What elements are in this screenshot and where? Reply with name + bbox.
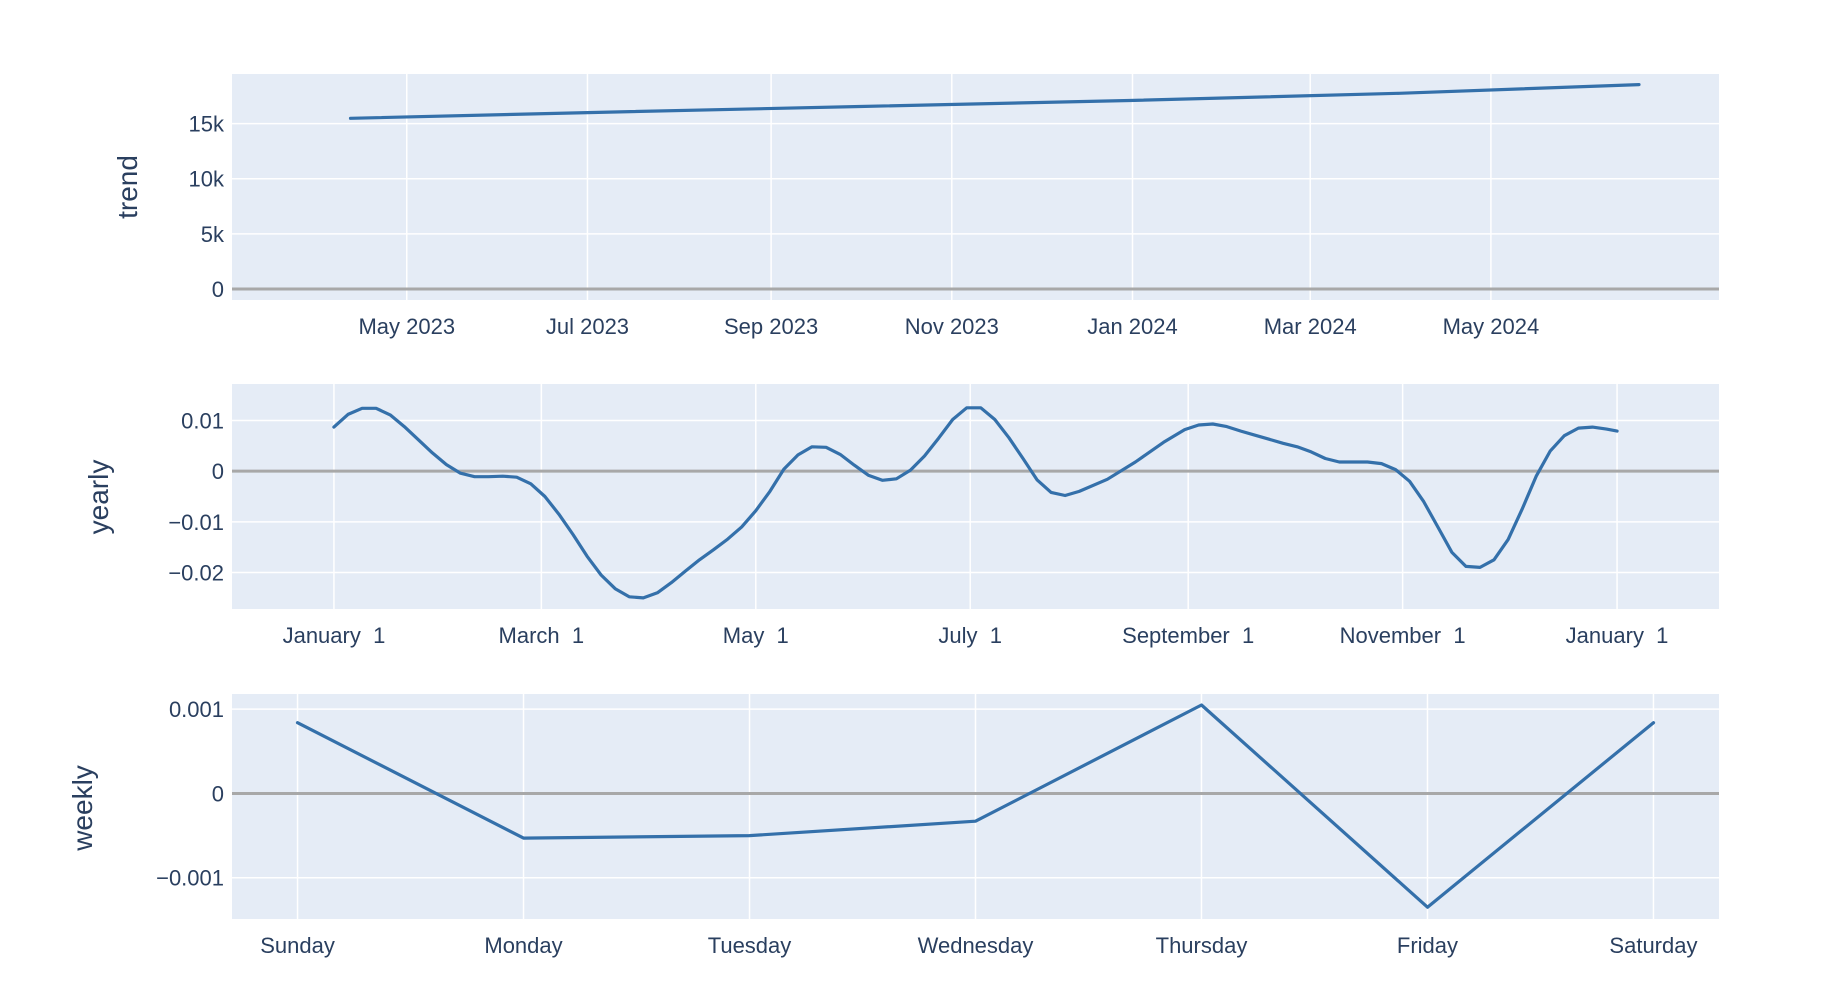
trend-ytick-label: 10k (189, 167, 225, 192)
yearly-xtick-label: November 1 (1340, 623, 1466, 648)
yearly-axis-title: yearly (83, 460, 114, 535)
trend-ytick-label: 0 (212, 277, 224, 302)
yearly-subplot: January 1 March 1 May 1 July 1 September 1 No… (83, 384, 1719, 648)
trend-ytick-label: 5k (201, 222, 225, 247)
weekly-axis-title: weekly (67, 765, 98, 852)
weekly-xtick-label: Wednesday (918, 933, 1034, 958)
yearly-plot-area (232, 384, 1719, 609)
trend-xtick-label: Jan 2024 (1087, 314, 1178, 339)
weekly-xtick-label: Sunday (260, 933, 335, 958)
weekly-series-line (295, 703, 1656, 909)
weekly-xtick-label: Saturday (1609, 933, 1697, 958)
weekly-xtick-label: Friday (1397, 933, 1458, 958)
trend-ytick-label: 15k (189, 112, 225, 137)
weekly-xtick-label: Monday (484, 933, 562, 958)
yearly-ytick-label: −0.01 (168, 510, 224, 535)
trend-xtick-label: Nov 2023 (905, 314, 999, 339)
trend-xtick-label: May 2023 (358, 314, 455, 339)
weekly-ytick-label: 0 (212, 781, 224, 806)
yearly-xtick-label: July 1 (938, 623, 1002, 648)
trend-axis-title: trend (112, 155, 143, 219)
yearly-xtick-label: January 1 (1566, 623, 1669, 648)
weekly-xtick-label: Thursday (1156, 933, 1248, 958)
yearly-ytick-label: 0 (212, 459, 224, 484)
trend-plot-area (232, 74, 1719, 300)
weekly-ytick-label: 0.001 (169, 697, 224, 722)
trend-xtick-label: Jul 2023 (546, 314, 629, 339)
yearly-ytick-label: −0.02 (168, 561, 224, 586)
trend-series-line (348, 83, 1641, 120)
yearly-series-line (332, 406, 1619, 600)
yearly-xtick-label: May 1 (723, 623, 789, 648)
trend-xtick-label: May 2024 (1443, 314, 1540, 339)
yearly-ytick-label: 0.01 (181, 408, 224, 433)
weekly-subplot: Sunday Monday Tuesday Wednesday Thursday Frid… (67, 694, 1719, 958)
trend-xtick-label: Mar 2024 (1264, 314, 1357, 339)
yearly-xtick-label: January 1 (283, 623, 386, 648)
weekly-xtick-label: Tuesday (708, 933, 792, 958)
trend-xtick-label: Sep 2023 (724, 314, 818, 339)
weekly-ytick-label: −0.001 (156, 866, 224, 891)
yearly-xtick-label: September 1 (1122, 623, 1254, 648)
trend-subplot: May 2023 Jul 2023 Sep 2023 Nov 2023 Jan 2024… (112, 74, 1719, 339)
yearly-xtick-label: March 1 (499, 623, 585, 648)
